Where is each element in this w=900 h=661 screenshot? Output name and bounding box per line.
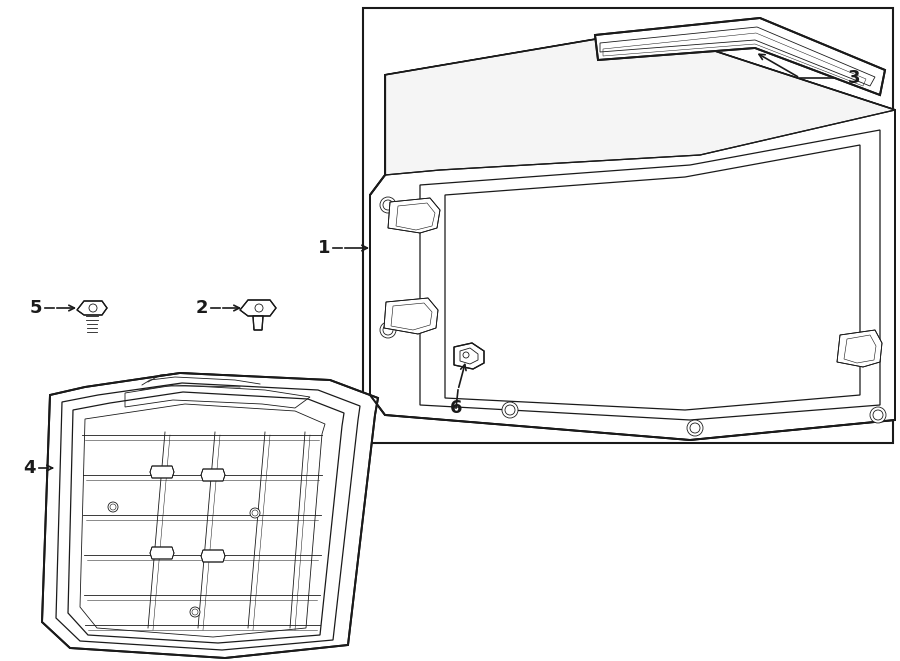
Circle shape (870, 407, 886, 423)
Text: 1: 1 (318, 239, 330, 257)
Polygon shape (837, 330, 882, 367)
Text: 2: 2 (195, 299, 208, 317)
Circle shape (502, 402, 518, 418)
Polygon shape (253, 316, 263, 330)
Circle shape (108, 502, 118, 512)
Polygon shape (201, 550, 225, 562)
Polygon shape (370, 30, 895, 440)
Polygon shape (201, 469, 225, 481)
Bar (363, 8, 893, 443)
Circle shape (380, 322, 396, 338)
Polygon shape (384, 298, 438, 334)
Polygon shape (388, 198, 440, 233)
Polygon shape (150, 466, 174, 478)
Text: 3: 3 (848, 69, 860, 87)
Polygon shape (77, 301, 107, 315)
Polygon shape (150, 547, 174, 559)
Text: 4: 4 (23, 459, 36, 477)
Text: 5: 5 (30, 299, 42, 317)
Text: 6: 6 (450, 399, 463, 417)
Circle shape (380, 197, 396, 213)
Circle shape (687, 420, 703, 436)
Circle shape (250, 508, 260, 518)
Circle shape (190, 607, 200, 617)
Polygon shape (595, 18, 885, 95)
Polygon shape (385, 30, 895, 175)
Polygon shape (42, 373, 378, 658)
Polygon shape (240, 300, 276, 316)
Polygon shape (454, 343, 484, 369)
